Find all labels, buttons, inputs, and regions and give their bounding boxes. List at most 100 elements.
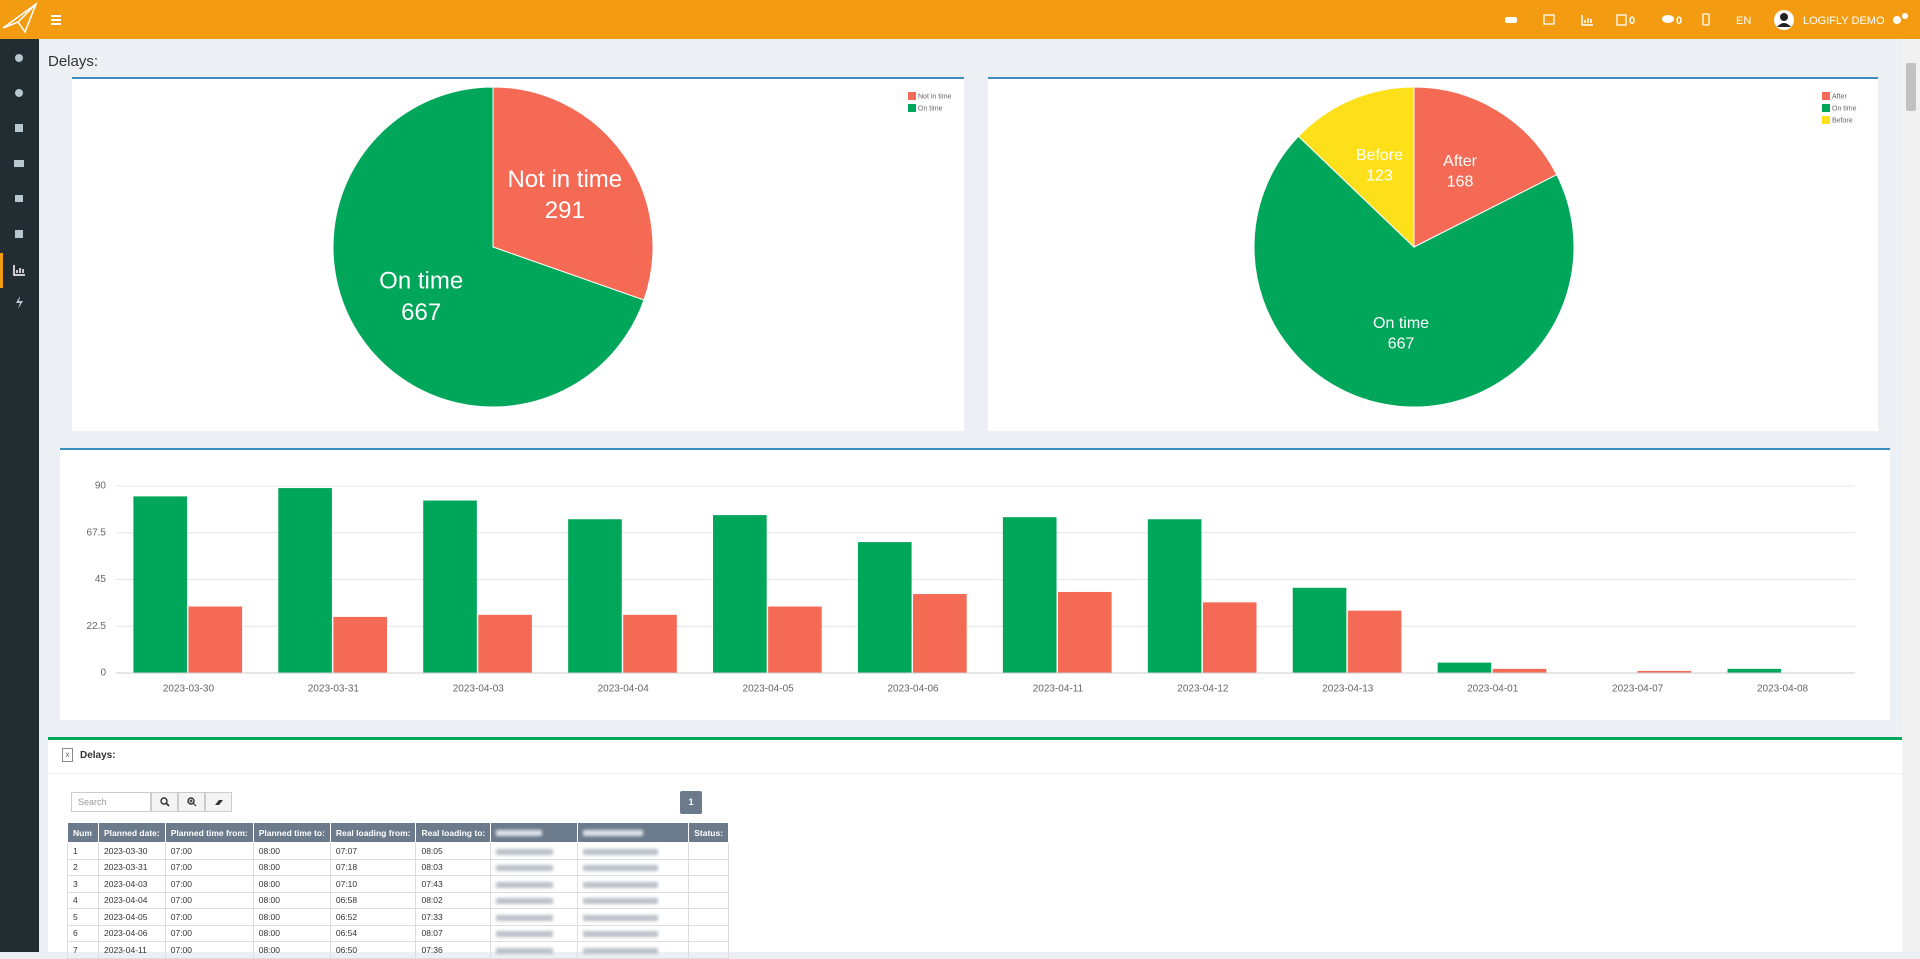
table-row: 4 2023-04-04 07:00 08:00 06:58 08:02 bbox=[67, 891, 730, 909]
table-cell: 06:52 bbox=[329, 908, 417, 926]
table-cell: 06:58 bbox=[329, 891, 417, 909]
blurred-text bbox=[496, 947, 554, 954]
status-cell bbox=[688, 908, 730, 926]
column-header: Planned time from: bbox=[164, 822, 254, 843]
blurred-text bbox=[496, 898, 554, 904]
legend-label: Before bbox=[1832, 117, 1853, 124]
legend-label: On time bbox=[918, 105, 943, 112]
panel-top-border bbox=[72, 77, 964, 79]
table-cell: 08:00 bbox=[252, 908, 331, 926]
table-cell: 08:00 bbox=[252, 842, 331, 860]
x-tick-label: 2023-04-03 bbox=[453, 684, 505, 695]
car-icon[interactable] bbox=[1505, 17, 1517, 23]
comments-icon[interactable] bbox=[1662, 15, 1674, 23]
bar bbox=[278, 488, 332, 673]
clear-button[interactable] bbox=[205, 792, 232, 812]
table-panel-header: x Delays: bbox=[48, 740, 1902, 774]
table-cell: 08:00 bbox=[252, 891, 331, 909]
calendar-icon[interactable] bbox=[1616, 14, 1627, 26]
blurred-text bbox=[496, 848, 554, 855]
y-tick-label: 0 bbox=[100, 668, 106, 679]
bar bbox=[623, 614, 677, 673]
charts-area: Delays: Not in time 291 On time 667 Not in t… bbox=[48, 53, 1890, 720]
language[interactable]: EN bbox=[1736, 15, 1751, 27]
logo[interactable] bbox=[2, 1, 38, 34]
settings-icon[interactable] bbox=[1893, 16, 1901, 24]
status-cell bbox=[688, 875, 730, 893]
nav-flag[interactable] bbox=[15, 195, 23, 202]
x-tick-label: 2023-04-11 bbox=[1033, 684, 1084, 695]
table-cell: 08:03 bbox=[415, 858, 492, 876]
panel-top-border bbox=[988, 77, 1878, 79]
column-header: Planned date: bbox=[98, 822, 166, 843]
user-name[interactable]: LOGIFLY DEMO bbox=[1803, 15, 1885, 27]
table-cell: 6 bbox=[67, 924, 99, 942]
pie-slice bbox=[492, 86, 654, 301]
table-cell: 07:00 bbox=[164, 924, 254, 942]
bar bbox=[1637, 670, 1692, 673]
sidebar bbox=[0, 39, 39, 952]
x-tick-label: 2023-04-04 bbox=[598, 684, 650, 695]
nav-trophy[interactable] bbox=[15, 230, 23, 238]
blurred-cell bbox=[490, 908, 579, 926]
blurred-cell bbox=[577, 908, 690, 926]
table-cell: 2023-03-31 bbox=[98, 858, 166, 876]
scrollbar[interactable] bbox=[1902, 39, 1920, 952]
column-header: Status: bbox=[688, 822, 730, 843]
pie-slice bbox=[1253, 135, 1575, 408]
nav-power[interactable] bbox=[16, 296, 23, 309]
comments-badge: 0 bbox=[1676, 15, 1682, 27]
blurred-text bbox=[583, 931, 659, 937]
excel-export[interactable]: x bbox=[62, 748, 73, 762]
calendar-badge: 0 bbox=[1629, 15, 1635, 27]
nav-feed[interactable] bbox=[15, 124, 23, 132]
delays-table: Num Planned date: Planned time from: Planne… bbox=[67, 822, 730, 959]
x-tick-label: 2023-04-01 bbox=[1467, 684, 1519, 695]
table-cell: 07:43 bbox=[415, 875, 492, 893]
slice-value: 667 bbox=[1388, 336, 1415, 353]
table-cell: 3 bbox=[67, 875, 99, 893]
table-cell: 07:00 bbox=[164, 891, 254, 909]
chart-icon[interactable] bbox=[1581, 15, 1593, 26]
bar bbox=[568, 519, 622, 673]
bar bbox=[768, 606, 822, 673]
search-button[interactable] bbox=[151, 792, 178, 812]
x-tick-label: 2023-04-05 bbox=[743, 684, 795, 695]
blurred-text bbox=[583, 898, 659, 904]
nav-settings[interactable] bbox=[15, 89, 23, 97]
table-body: 1 2023-03-30 07:00 08:00 07:07 08:05 2 2023-03-… bbox=[67, 842, 730, 959]
scrollbar-thumb[interactable] bbox=[1906, 63, 1916, 111]
table-cell: 2023-04-05 bbox=[98, 908, 166, 926]
nav-truck[interactable] bbox=[14, 160, 24, 167]
table-cell: 08:00 bbox=[252, 924, 331, 942]
mobile-icon[interactable] bbox=[1702, 13, 1710, 26]
bar bbox=[913, 594, 967, 673]
blurred-cell bbox=[577, 891, 690, 909]
blurred-text bbox=[496, 865, 554, 871]
table-cell: 07:18 bbox=[329, 858, 417, 876]
table-cell: 07:00 bbox=[164, 908, 254, 926]
nav-users[interactable] bbox=[15, 54, 23, 62]
table-header: Num Planned date: Planned time from: Planne… bbox=[67, 822, 730, 843]
table-row: 5 2023-04-05 07:00 08:00 06:52 07:33 bbox=[67, 908, 730, 926]
slice-value: 123 bbox=[1366, 168, 1393, 185]
table-cell: 2023-03-30 bbox=[98, 842, 166, 860]
nav-reports[interactable] bbox=[13, 265, 25, 276]
blurred-cell bbox=[490, 924, 579, 942]
page-button[interactable]: 1 bbox=[680, 791, 702, 814]
blurred-cell bbox=[577, 875, 690, 893]
status-cell bbox=[688, 924, 730, 942]
bar bbox=[133, 496, 188, 673]
slice-label: Not in time bbox=[507, 166, 622, 193]
blurred-text bbox=[496, 830, 542, 837]
search-input[interactable]: Search bbox=[71, 792, 151, 812]
table-cell: 07:00 bbox=[164, 842, 254, 860]
zoom-button[interactable] bbox=[178, 792, 205, 812]
menu-toggle[interactable] bbox=[51, 15, 61, 25]
blurred-text bbox=[583, 914, 659, 921]
table-icon[interactable] bbox=[1543, 14, 1555, 25]
blurred-cell bbox=[490, 842, 579, 860]
table-cell: 08:05 bbox=[415, 842, 492, 860]
table-cell: 07:33 bbox=[415, 908, 492, 926]
